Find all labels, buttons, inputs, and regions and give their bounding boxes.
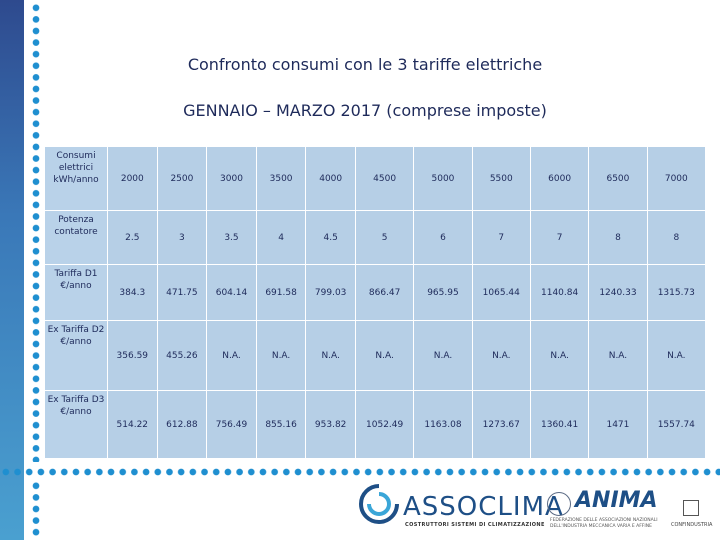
tariff-comparison-table: Consumi elettrici kWh/anno 2000 2500 300… xyxy=(44,146,707,459)
decorative-dot-row xyxy=(0,466,720,478)
table-row: Tariffa D1 €/anno 384.3 471.75 604.14 69… xyxy=(44,264,707,321)
table-cell: 855.16 xyxy=(255,390,307,459)
table-cell: N.A. xyxy=(413,320,473,391)
table-cell: 3000 xyxy=(206,146,257,211)
table-row: Consumi elettrici kWh/anno 2000 2500 300… xyxy=(44,146,707,211)
decorative-dot-column xyxy=(30,2,42,462)
table-cell: N.A. xyxy=(305,320,356,391)
row-header: Tariffa D1 €/anno xyxy=(44,264,108,321)
table-cell: 1273.67 xyxy=(471,390,531,459)
table-cell: N.A. xyxy=(529,320,590,391)
table-cell: 1140.84 xyxy=(529,264,590,321)
table-cell: 1360.41 xyxy=(529,390,590,459)
table-cell: 2000 xyxy=(107,146,158,211)
row-header: Potenza contatore xyxy=(44,210,108,265)
table-cell: N.A. xyxy=(206,320,257,391)
table-cell: 4500 xyxy=(354,146,415,211)
table-cell: N.A. xyxy=(646,320,707,391)
table-cell: 2500 xyxy=(156,146,208,211)
table-cell: 6500 xyxy=(588,146,648,211)
table-cell: 471.75 xyxy=(156,264,208,321)
table-cell: 953.82 xyxy=(305,390,356,459)
row-header: Ex Tariffa D2 €/anno xyxy=(44,320,108,391)
table-cell: 8 xyxy=(646,210,707,265)
table-cell: 5000 xyxy=(413,146,473,211)
table-cell: 356.59 xyxy=(107,320,158,391)
table-cell: 756.49 xyxy=(206,390,257,459)
table-cell: 4.5 xyxy=(305,210,356,265)
table-cell: N.A. xyxy=(255,320,307,391)
table-cell: 6 xyxy=(413,210,473,265)
table-cell: 1557.74 xyxy=(646,390,707,459)
federation-seal-icon xyxy=(547,492,571,516)
table-cell: 384.3 xyxy=(107,264,158,321)
table-cell: 4000 xyxy=(305,146,356,211)
sponsor-logos: ASSOCLIMA COSTRUTTORI SISTEMI DI CLIMATI… xyxy=(355,482,720,540)
assoclima-tagline: COSTRUTTORI SISTEMI DI CLIMATIZZAZIONE xyxy=(405,522,545,528)
slide-title: Confronto consumi con le 3 tariffe elett… xyxy=(187,55,543,74)
table-cell: 7000 xyxy=(646,146,707,211)
table-cell: N.A. xyxy=(471,320,531,391)
anima-logo: ANIMA xyxy=(575,488,658,513)
table-cell: 1163.08 xyxy=(413,390,473,459)
table-row: Ex Tariffa D2 €/anno 356.59 455.26 N.A. … xyxy=(44,320,707,391)
table-cell: 866.47 xyxy=(354,264,415,321)
anima-tagline: FEDERAZIONE DELLE ASSOCIAZIONI NAZIONALI… xyxy=(550,518,658,529)
table-cell: 799.03 xyxy=(305,264,356,321)
table-cell: 1315.73 xyxy=(646,264,707,321)
table-cell: 6000 xyxy=(529,146,590,211)
table-cell: 5 xyxy=(354,210,415,265)
table-cell: N.A. xyxy=(354,320,415,391)
table-cell: 1052.49 xyxy=(354,390,415,459)
slide-subtitle: GENNAIO – MARZO 2017 (comprese imposte) xyxy=(183,101,547,120)
table-cell: 4 xyxy=(255,210,307,265)
row-header: Consumi elettrici kWh/anno xyxy=(44,146,108,211)
decorative-dot-column-lower xyxy=(30,480,42,540)
table-cell: 8 xyxy=(588,210,648,265)
row-header: Ex Tariffa D3 €/anno xyxy=(44,390,108,459)
table-cell: 514.22 xyxy=(107,390,158,459)
table-cell: 455.26 xyxy=(156,320,208,391)
table-cell: 604.14 xyxy=(206,264,257,321)
table-cell: 965.95 xyxy=(413,264,473,321)
table-cell: N.A. xyxy=(588,320,648,391)
assoclima-swirl-icon xyxy=(359,484,399,524)
table-cell: 1471 xyxy=(588,390,648,459)
assoclima-logo: ASSOCLIMA xyxy=(403,492,564,522)
decorative-side-bar xyxy=(0,0,24,540)
table-row: Potenza contatore 2.5 3 3.5 4 4.5 5 6 7 … xyxy=(44,210,707,265)
confindustria-logo: CONFINDUSTRIA xyxy=(671,522,713,528)
table-cell: 1065.44 xyxy=(471,264,531,321)
table-row: Ex Tariffa D3 €/anno 514.22 612.88 756.4… xyxy=(44,390,707,459)
table-cell: 3.5 xyxy=(206,210,257,265)
table-cell: 3500 xyxy=(255,146,307,211)
confindustria-emblem-icon xyxy=(683,500,699,516)
table-cell: 691.58 xyxy=(255,264,307,321)
table-cell: 612.88 xyxy=(156,390,208,459)
table-cell: 2.5 xyxy=(107,210,158,265)
table-cell: 7 xyxy=(529,210,590,265)
table-cell: 5500 xyxy=(471,146,531,211)
table-cell: 7 xyxy=(471,210,531,265)
table-cell: 3 xyxy=(156,210,208,265)
table-cell: 1240.33 xyxy=(588,264,648,321)
